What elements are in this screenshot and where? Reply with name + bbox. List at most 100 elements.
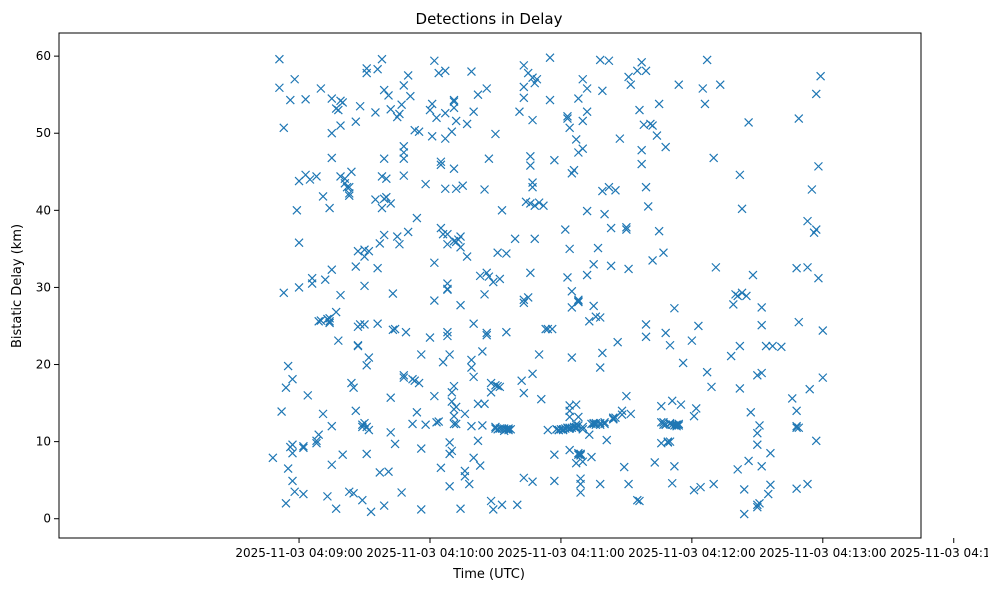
data-point	[456, 300, 465, 310]
x-marker	[707, 382, 716, 392]
x-marker	[573, 412, 583, 422]
data-point	[814, 273, 823, 283]
x-marker	[443, 327, 452, 337]
x-marker	[525, 268, 535, 278]
x-marker	[325, 318, 335, 328]
x-marker	[405, 91, 415, 101]
data-point	[571, 458, 581, 468]
x-marker	[495, 274, 505, 284]
data-point	[488, 505, 498, 514]
x-marker	[473, 399, 483, 409]
plot-frame	[58, 32, 922, 539]
x-marker	[595, 313, 605, 322]
data-point	[360, 281, 369, 291]
data-point	[386, 427, 396, 437]
data-point	[469, 453, 479, 463]
data-point	[303, 390, 313, 400]
x-marker	[667, 396, 677, 406]
x-marker	[563, 111, 572, 121]
x-marker	[375, 468, 385, 477]
x-marker	[761, 341, 771, 351]
x-marker	[650, 458, 660, 467]
x-marker	[447, 127, 457, 137]
x-marker	[484, 272, 494, 282]
data-point	[427, 99, 437, 109]
data-point	[436, 160, 446, 170]
x-marker	[803, 216, 812, 226]
x-marker	[379, 85, 389, 95]
data-point	[604, 182, 614, 192]
x-marker	[652, 131, 662, 140]
data-point	[482, 328, 492, 338]
x-marker	[504, 425, 513, 435]
x-marker	[635, 496, 644, 506]
data-point	[573, 296, 583, 306]
data-point	[739, 485, 749, 494]
x-marker	[755, 421, 764, 430]
data-point	[787, 394, 797, 403]
x-marker	[528, 369, 537, 379]
data-point	[560, 225, 570, 235]
data-point	[604, 56, 614, 66]
data-point	[510, 234, 520, 244]
data-point	[412, 407, 422, 417]
data-point	[486, 496, 496, 506]
data-point	[578, 74, 588, 84]
data-point	[641, 182, 651, 192]
data-point	[573, 94, 583, 103]
x-marker	[294, 238, 304, 248]
x-marker	[451, 184, 461, 194]
data-point	[342, 182, 352, 192]
data-point	[473, 90, 483, 100]
data-point	[523, 293, 533, 302]
x-marker	[403, 70, 413, 80]
data-point	[462, 252, 472, 262]
x-marker	[595, 363, 605, 373]
data-point	[525, 161, 535, 171]
data-point	[336, 171, 345, 181]
x-marker	[390, 324, 400, 334]
x-marker	[399, 81, 409, 90]
x-marker	[604, 182, 614, 192]
x-marker	[525, 198, 535, 208]
data-point	[621, 225, 631, 235]
x-marker	[565, 412, 575, 422]
x-marker	[362, 64, 372, 73]
x-marker	[462, 252, 472, 262]
data-point	[737, 288, 747, 298]
x-marker	[811, 436, 821, 446]
data-point	[429, 296, 439, 305]
x-marker	[360, 281, 369, 291]
x-marker	[512, 500, 522, 510]
data-point	[445, 350, 455, 359]
x-marker	[364, 425, 374, 435]
data-point	[434, 417, 444, 427]
x-marker	[274, 83, 284, 93]
x-marker	[375, 239, 385, 248]
data-point	[338, 450, 348, 460]
data-point	[541, 324, 551, 334]
data-point	[477, 421, 487, 430]
x-marker	[578, 422, 588, 432]
data-point	[381, 174, 391, 184]
x-marker	[578, 116, 588, 126]
data-point	[392, 232, 402, 241]
x-marker	[392, 232, 402, 241]
data-point	[746, 407, 756, 417]
data-point	[325, 316, 335, 326]
data-point	[351, 406, 361, 416]
x-marker	[597, 86, 607, 96]
data-point	[440, 66, 450, 76]
data-point	[327, 265, 337, 275]
x-marker	[388, 289, 398, 299]
data-point	[312, 438, 321, 448]
x-marker	[349, 488, 359, 498]
x-marker	[445, 481, 455, 491]
x-marker	[377, 54, 387, 64]
data-point	[528, 178, 537, 187]
data-point	[654, 99, 664, 109]
y-tick-label: 50	[36, 126, 51, 140]
x-marker	[381, 192, 391, 202]
data-point	[277, 407, 287, 416]
